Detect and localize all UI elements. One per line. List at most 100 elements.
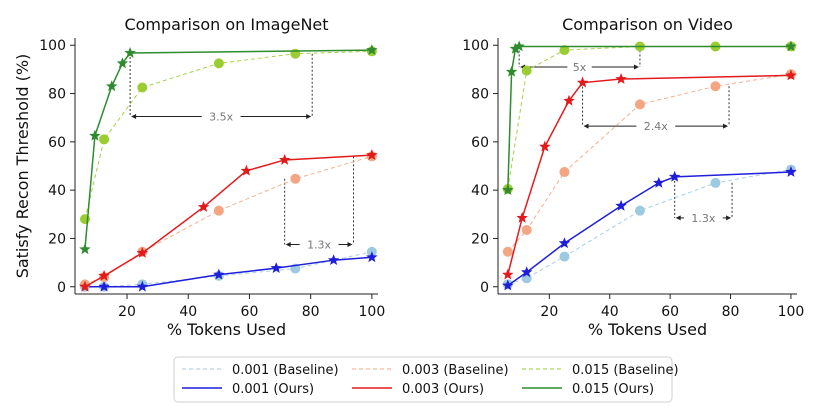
series-line xyxy=(84,155,373,285)
x-tick-label: 100 xyxy=(359,304,386,320)
data-point xyxy=(710,81,721,92)
x-tick-label: 100 xyxy=(778,304,805,320)
annotation-arrowhead xyxy=(726,215,732,221)
data-point xyxy=(79,243,91,255)
data-point xyxy=(98,280,110,292)
data-point xyxy=(505,65,518,77)
data-point xyxy=(106,80,118,92)
legend-label: 0.003 (Ours) xyxy=(402,382,484,397)
series-line xyxy=(507,171,791,287)
annotation-label: 2.4x xyxy=(644,120,668,133)
y-tick-label: 100 xyxy=(39,38,66,54)
y-tick-label: 20 xyxy=(48,231,66,247)
x-tick-label: 60 xyxy=(661,304,679,320)
data-point xyxy=(99,134,110,145)
imagenet-chart: Comparison on ImageNet 20 40 60 80 100 0 20 40 60… xyxy=(13,15,385,339)
x-tick-label: 80 xyxy=(302,304,320,320)
data-point xyxy=(327,254,340,266)
speedup-annotation: 1.3x xyxy=(674,176,733,225)
series-line xyxy=(507,45,791,191)
data-point xyxy=(520,266,533,278)
y-tick-label: 60 xyxy=(471,135,489,151)
annotation-arrowhead xyxy=(347,241,353,247)
y-tick-label: 100 xyxy=(462,38,489,54)
series-0-003-ours xyxy=(502,69,797,280)
series-line xyxy=(84,50,372,220)
legend-label: 0.003 (Baseline) xyxy=(402,363,509,378)
legend-label: 0.015 (Baseline) xyxy=(572,363,679,378)
y-axis-label: Satisfy Recon Threshold (%) xyxy=(13,54,32,279)
data-point xyxy=(197,201,210,212)
speedup-annotation: 5x xyxy=(518,46,641,74)
series-line xyxy=(84,154,372,288)
data-point xyxy=(539,140,551,152)
series-0-001-baseline xyxy=(502,164,796,290)
series-0-015-baseline xyxy=(502,41,796,194)
data-point xyxy=(213,58,224,69)
speedup-annotation: 1.3x xyxy=(284,156,355,251)
legend-frame xyxy=(173,356,673,403)
series-line xyxy=(84,49,372,250)
data-point xyxy=(615,73,627,84)
data-point xyxy=(634,205,645,216)
series-0-015-ours xyxy=(79,44,378,255)
annotation-label: 3.5x xyxy=(209,110,233,123)
series-line xyxy=(507,169,792,285)
y-tick-label: 40 xyxy=(471,183,489,199)
y-tick-label: 80 xyxy=(471,87,489,103)
data-point xyxy=(558,237,571,249)
y-tick-label: 80 xyxy=(48,87,66,103)
series-0-003-baseline xyxy=(502,69,796,257)
annotation-label: 1.3x xyxy=(307,238,331,251)
series-0-001-baseline xyxy=(79,246,377,292)
data-point xyxy=(136,280,149,292)
series-0-001-ours xyxy=(502,166,797,291)
y-tick-label: 0 xyxy=(57,280,66,296)
data-point xyxy=(559,45,570,56)
x-tick-label: 40 xyxy=(179,304,197,320)
series-0-003-ours xyxy=(79,149,378,292)
y-tick-label: 40 xyxy=(48,183,66,199)
data-point xyxy=(563,94,575,106)
annotation-arrowhead xyxy=(675,215,681,221)
data-point xyxy=(240,164,253,176)
y-tick-label: 0 xyxy=(480,280,489,296)
data-point xyxy=(98,269,110,281)
data-point xyxy=(668,170,681,182)
series-0-003-baseline xyxy=(79,151,377,290)
data-point xyxy=(785,69,797,81)
annotation-arrowhead xyxy=(131,113,137,119)
data-point xyxy=(502,268,514,280)
speedup-annotation: 3.5x xyxy=(129,52,313,123)
video-chart: Comparison on Video 20 40 60 80 100 0 20 40 60 80 1… xyxy=(462,15,804,339)
data-point xyxy=(89,129,101,141)
x-tick-label: 80 xyxy=(722,304,740,320)
data-point xyxy=(521,225,532,235)
data-point xyxy=(521,65,532,76)
y-tick-label: 60 xyxy=(48,135,66,151)
data-point xyxy=(270,262,282,274)
data-point xyxy=(559,167,570,178)
data-point xyxy=(653,176,665,188)
x-tick-label: 20 xyxy=(540,304,558,320)
data-point xyxy=(710,177,721,188)
data-point xyxy=(516,211,528,223)
series-0-015-baseline xyxy=(79,46,377,225)
legend: 0.001 (Baseline) 0.003 (Baseline) 0.015 (B… xyxy=(173,356,679,403)
x-tick-label: 40 xyxy=(601,304,619,320)
legend-label: 0.001 (Baseline) xyxy=(232,363,339,378)
data-point xyxy=(366,44,378,55)
annotation-arrowhead xyxy=(583,123,589,129)
data-point xyxy=(278,153,291,165)
data-point xyxy=(290,173,301,184)
series-0-015-ours xyxy=(502,40,797,196)
annotation-label: 5x xyxy=(573,61,587,74)
data-point xyxy=(509,42,522,54)
chart-title: Comparison on Video xyxy=(562,15,733,34)
legend-label: 0.001 (Ours) xyxy=(232,382,314,397)
data-point xyxy=(502,246,513,257)
annotation-arrowhead xyxy=(306,113,312,119)
x-axis-label: % Tokens Used xyxy=(588,320,707,339)
series-0-001-ours xyxy=(79,251,378,292)
